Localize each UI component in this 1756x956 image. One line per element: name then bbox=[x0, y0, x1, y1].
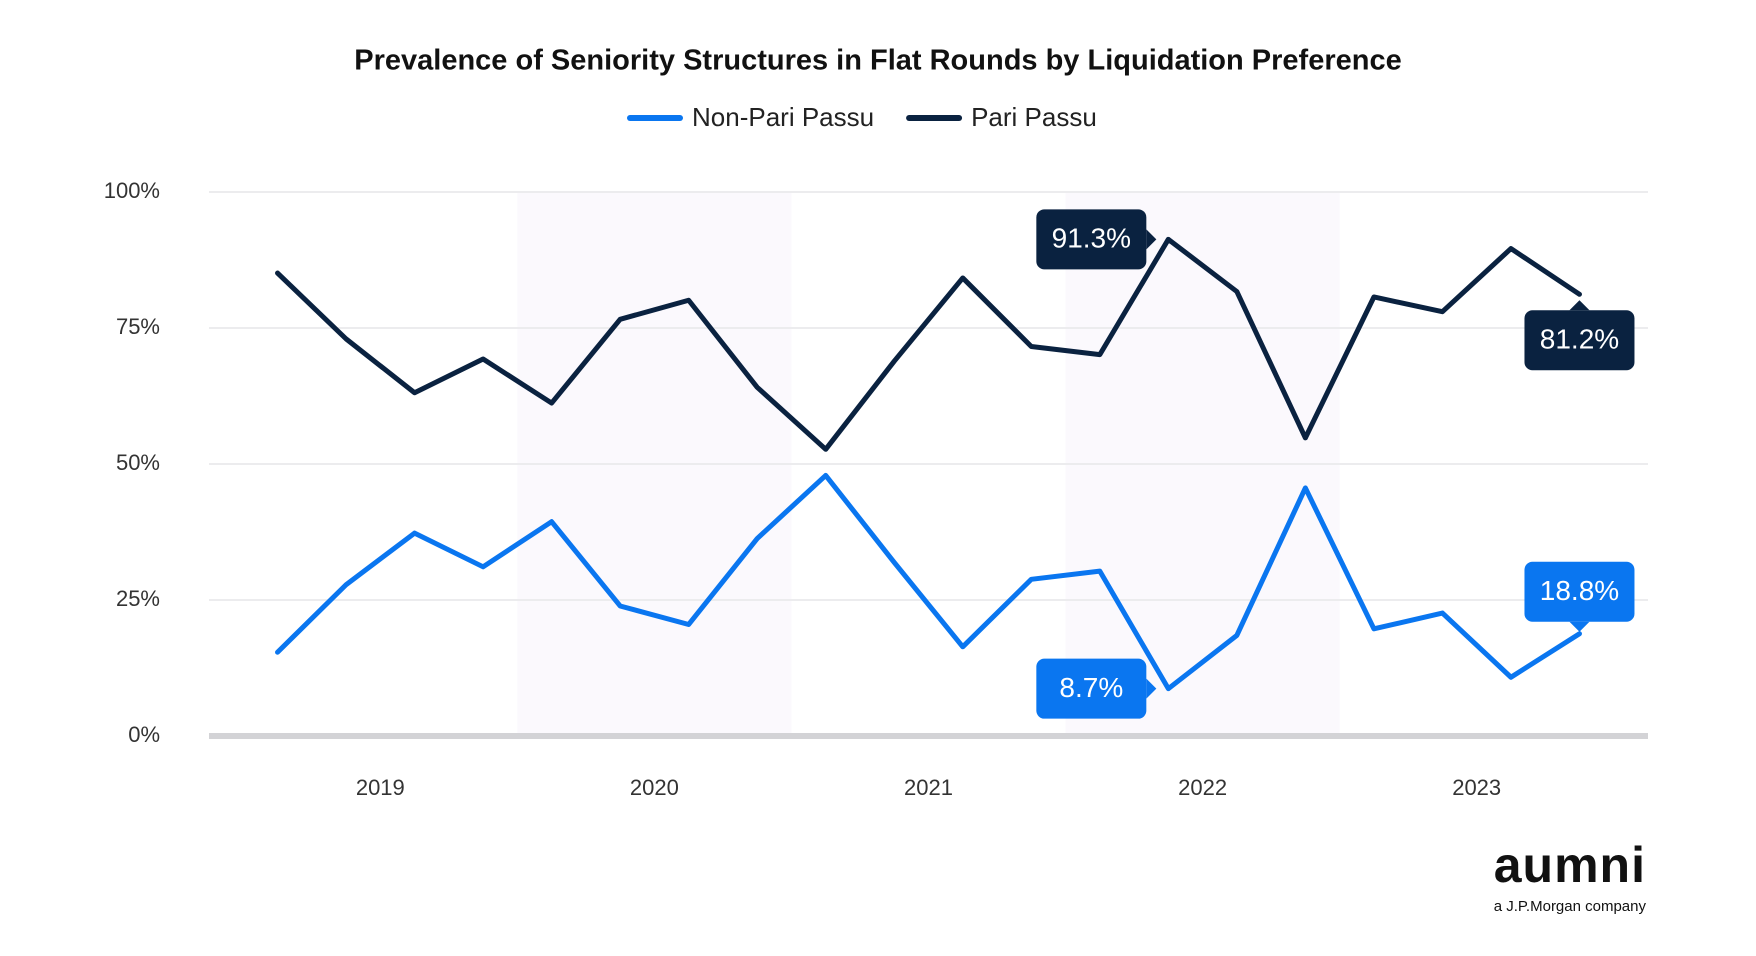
y-tick-label: 75% bbox=[116, 314, 160, 339]
x-tick-label: 2023 bbox=[1452, 775, 1501, 800]
data-label-pointer bbox=[1146, 678, 1157, 699]
data-label-box bbox=[1524, 561, 1635, 622]
y-tick-label: 50% bbox=[116, 450, 160, 475]
data-label: 81.2% bbox=[1540, 324, 1619, 355]
x-tick-label: 2020 bbox=[630, 775, 679, 800]
data-label-box bbox=[1524, 310, 1635, 371]
x-tick-label: 2021 bbox=[904, 775, 953, 800]
data-label-box bbox=[1036, 209, 1147, 270]
legend-label: Pari Passu bbox=[971, 102, 1097, 132]
data-label: 8.7% bbox=[1059, 672, 1123, 703]
data-label-pointer bbox=[1569, 300, 1590, 311]
series-line bbox=[275, 472, 1582, 692]
data-label: 91.3% bbox=[1052, 223, 1131, 254]
y-tick-label: 25% bbox=[116, 586, 160, 611]
data-label: 18.8% bbox=[1540, 575, 1619, 606]
chart-title: Prevalence of Seniority Structures in Fl… bbox=[354, 45, 1401, 77]
series-line bbox=[275, 236, 1582, 452]
logo-tagline: a J.P.Morgan company bbox=[1494, 898, 1647, 915]
data-label-pointer bbox=[1146, 229, 1157, 250]
data-label-pointer bbox=[1569, 621, 1590, 632]
legend-label: Non-Pari Passu bbox=[692, 102, 874, 132]
x-tick-label: 2019 bbox=[356, 775, 405, 800]
logo: aumni bbox=[1494, 837, 1646, 893]
y-tick-label: 0% bbox=[128, 722, 160, 747]
y-tick-label: 100% bbox=[104, 178, 160, 203]
x-tick-label: 2022 bbox=[1178, 775, 1227, 800]
data-label-box bbox=[1036, 658, 1147, 719]
